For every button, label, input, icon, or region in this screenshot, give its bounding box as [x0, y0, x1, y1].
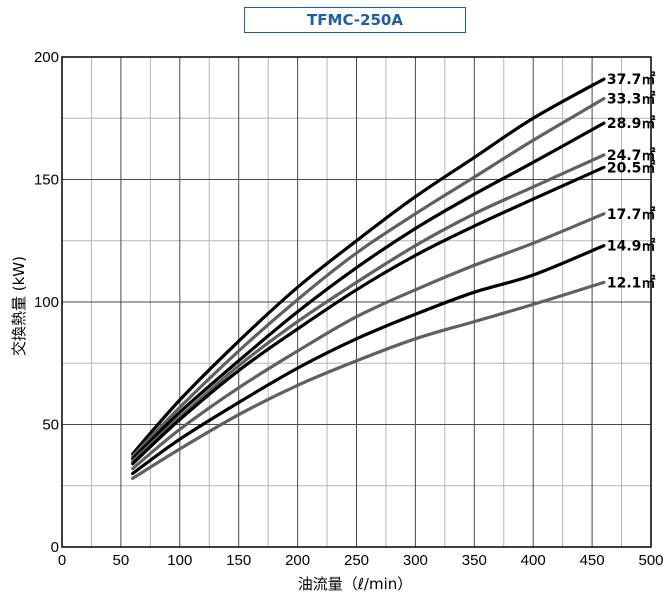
series-line: [131, 153, 606, 463]
series-label: 28.9㎡: [607, 115, 656, 132]
series-label: 17.7㎡: [607, 206, 656, 223]
series-label: 20.5㎡: [607, 159, 656, 176]
series-label: 24.7㎡: [607, 147, 656, 164]
y-tick-label: 0: [51, 539, 59, 556]
series-line: [131, 97, 606, 458]
x-tick-label: 150: [226, 552, 251, 569]
x-tick-labels: 0 50 100 150 200 250 300 350 400 450 500: [58, 552, 664, 569]
series-line: [131, 165, 606, 466]
x-tick-label: 200: [285, 552, 310, 569]
y-tick-label: 50: [42, 417, 59, 434]
series-line: [131, 244, 606, 476]
x-axis-title: 油流量（ℓ/min）: [298, 575, 413, 593]
x-tick-label: 250: [344, 552, 369, 569]
y-axis-title: 交換熱量 (kW): [10, 256, 28, 356]
series-line: [131, 212, 606, 471]
y-tick-labels: 0 50 100 150 200: [34, 49, 59, 556]
x-tick-label: 350: [462, 552, 487, 569]
y-tick-label: 150: [34, 172, 59, 189]
series-label: 33.3㎡: [607, 91, 656, 108]
series-lines: [131, 77, 606, 480]
x-tick-label: 400: [521, 552, 546, 569]
x-tick-label: 500: [638, 552, 663, 569]
series-label: 12.1㎡: [607, 274, 656, 291]
x-tick-label: 300: [403, 552, 428, 569]
x-tick-label: 50: [113, 552, 130, 569]
y-tick-label: 100: [34, 294, 59, 311]
series-label: 14.9㎡: [607, 238, 656, 255]
y-tick-label: 200: [34, 49, 59, 66]
series-label: 37.7㎡: [607, 71, 656, 88]
x-tick-label: 100: [167, 552, 192, 569]
chart-title: TFMC-250A: [244, 7, 466, 33]
major-grid: [61, 56, 652, 548]
series-line: [131, 280, 606, 480]
series-line: [131, 121, 606, 461]
series-line: [131, 77, 606, 456]
x-tick-label: 450: [580, 552, 605, 569]
plot-frame: [61, 56, 652, 548]
x-tick-label: 0: [58, 552, 66, 569]
